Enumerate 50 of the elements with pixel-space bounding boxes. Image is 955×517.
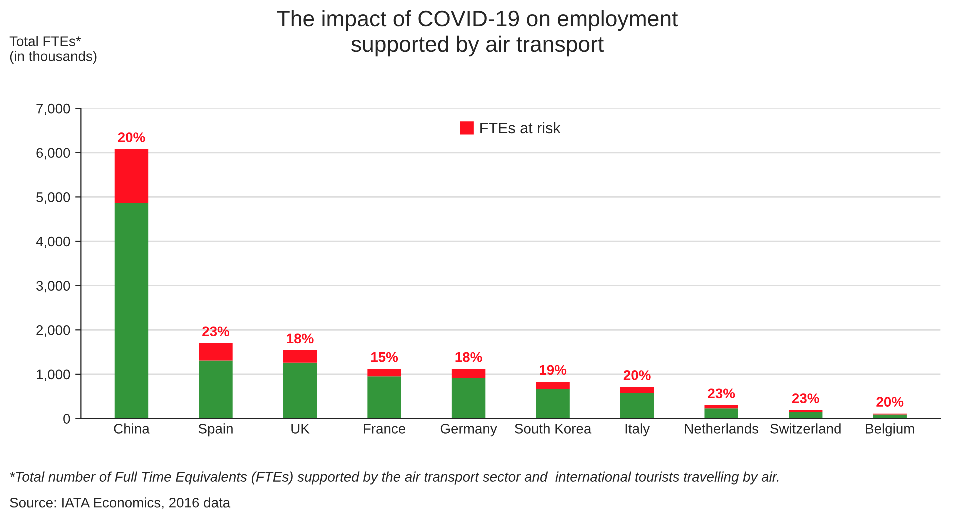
bar (368, 369, 402, 377)
y-tick-label: 7,000 (36, 104, 70, 116)
y-tick-label: 6,000 (36, 148, 70, 160)
legend-label: FTEs at risk (480, 122, 561, 134)
annotation: 20% (876, 397, 904, 407)
bar (114, 203, 149, 419)
annotation: 18% (456, 352, 482, 362)
y-tick-label: 2,000 (36, 325, 70, 337)
annotation: 23% (792, 394, 820, 404)
bar (114, 149, 149, 204)
annotation: 23% (708, 388, 736, 399)
x-tick-label: Italy (626, 424, 650, 437)
bar (789, 412, 823, 419)
x-tick-label: South Korea (515, 424, 592, 434)
bar (199, 343, 233, 361)
bar (536, 382, 570, 390)
chart-title: The impact of COVID-19 on employment supported by air transport (277, 10, 678, 57)
x-tick-label: Switzerland (770, 424, 841, 434)
bar (620, 394, 654, 419)
annotation: 19% (540, 365, 567, 376)
annotation: 23% (202, 326, 230, 337)
bar (199, 360, 233, 419)
annotation: 15% (372, 352, 398, 362)
bar (283, 362, 318, 419)
bar (368, 376, 402, 419)
x-tick-label: Germany (440, 424, 498, 437)
bar (536, 389, 570, 419)
y-tick-label: 4,000 (36, 236, 70, 248)
y-axis-title: Total FTEs* (in thousands) (10, 36, 97, 64)
x-tick-label: China (114, 424, 150, 434)
bar (283, 350, 318, 363)
annotation: 18% (287, 334, 314, 344)
x-tick-label: Spain (198, 424, 233, 437)
y-tick-label: 0 (64, 414, 70, 424)
x-tick-label: UK (292, 424, 310, 434)
x-tick-label: France (364, 424, 406, 434)
bar (704, 405, 738, 409)
x-tick-label: Belgium (866, 424, 914, 437)
y-tick-label: 5,000 (36, 192, 70, 204)
bar (452, 378, 486, 419)
source-note: Source: IATA Economics, 2016 data (10, 498, 231, 510)
bar (452, 369, 486, 378)
annotation: 20% (118, 132, 146, 142)
y-tick-label: 3,000 (36, 281, 70, 293)
y-tick-label: 1,000 (37, 370, 70, 382)
bar (620, 387, 654, 394)
bar (704, 408, 738, 419)
x-tick-label: Netherlands (685, 424, 759, 434)
annotation: 20% (624, 370, 651, 380)
text: *Total number of Full Time Equivalents (FTEs) supported by the air transport sector and international tourists travelling by air. (10, 472, 779, 485)
